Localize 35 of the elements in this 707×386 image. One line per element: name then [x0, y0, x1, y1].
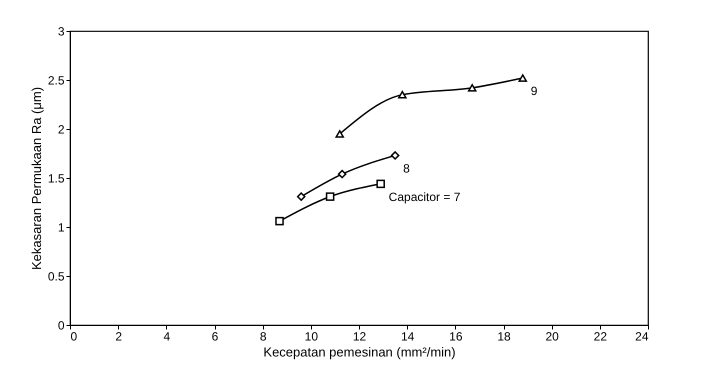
- x-tick-label: 10: [304, 330, 318, 344]
- point: [335, 130, 344, 138]
- point: [338, 170, 346, 178]
- x-tick-label: 12: [352, 330, 366, 344]
- x-tick-label: 20: [545, 330, 560, 344]
- x-tick-label: 2: [115, 330, 122, 344]
- x-tick-label: 6: [212, 330, 219, 344]
- series-label: Capacitor = 7: [388, 190, 461, 204]
- y-tick-label: 0.5: [48, 270, 65, 284]
- y-axis-title: Kekasaran Permukaan Ra (μm): [28, 86, 44, 270]
- point: [398, 90, 407, 99]
- point: [390, 151, 400, 160]
- x-tick-label: 24: [635, 330, 649, 344]
- y-tick-label: 2.5: [48, 74, 65, 88]
- point: [376, 180, 385, 188]
- x-tick-label: 22: [594, 330, 608, 344]
- y-tick-label: 0: [58, 318, 65, 332]
- x-tick-label: 4: [163, 330, 170, 344]
- x-tick-label: 18: [497, 330, 511, 344]
- series-label: 8: [403, 161, 410, 176]
- point: [518, 74, 528, 82]
- point: [296, 192, 306, 201]
- y-tick-label: 1.5: [48, 172, 65, 186]
- x-tick-label: 16: [449, 330, 463, 344]
- x-tick-label: 8: [260, 330, 267, 344]
- series-label: 9: [530, 84, 538, 98]
- x-tick-label: 0: [70, 330, 78, 344]
- y-tick-label: 3: [58, 24, 65, 38]
- y-tick-label: 1: [58, 220, 65, 234]
- point: [275, 216, 284, 226]
- x-tick-label: 14: [400, 330, 415, 344]
- point: [468, 84, 476, 92]
- x-axis-title: Kecepatan pemesinan (mm²/min): [263, 344, 456, 360]
- point: [326, 192, 334, 201]
- y-tick-label: 2: [58, 122, 65, 136]
